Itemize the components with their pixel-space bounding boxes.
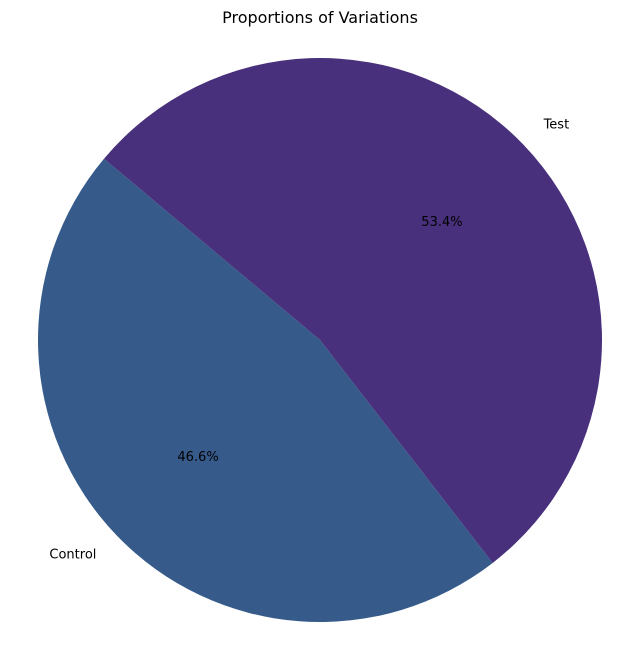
- chart-title: Proportions of Variations: [222, 8, 418, 27]
- slice-label-test: Test: [543, 117, 570, 132]
- pie-slices: [38, 57, 603, 622]
- slice-percent-control: 46.6%: [177, 450, 218, 465]
- pie-labels: Control 46.6% Test 53.4%: [49, 117, 569, 562]
- slice-label-control: Control: [49, 548, 96, 563]
- pie-slice-test: [103, 57, 603, 563]
- slice-percent-test: 53.4%: [421, 215, 462, 230]
- pie-slice-control: [38, 158, 493, 622]
